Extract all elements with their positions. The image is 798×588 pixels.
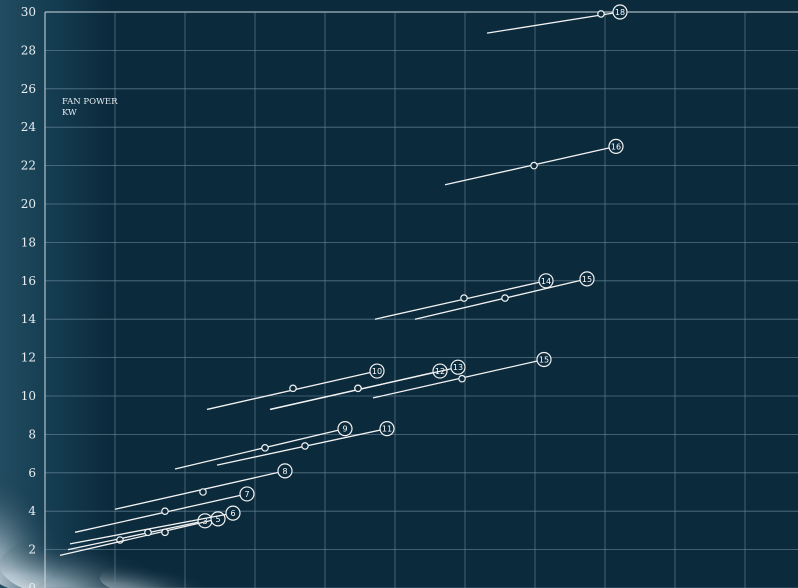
series-marker [597,10,605,18]
series-label: 13 [453,363,463,372]
series-line [67,520,206,551]
y-tick-label: 28 [21,43,36,57]
series-label: 8 [282,467,287,476]
y-tick-label: 10 [21,389,36,403]
series-label: 18 [615,8,625,17]
y-tick-label: 4 [28,504,36,518]
series-marker [161,528,169,537]
series-marker [289,384,297,393]
series-label: 11 [382,425,392,434]
grid [44,11,798,588]
y-tick-label: 16 [21,274,36,288]
y-tick-label: 30 [21,5,36,19]
series-label-circle [536,351,552,368]
series-marker [261,444,269,452]
series-marker [460,294,468,302]
series-line [269,366,459,411]
y-tick-label: 18 [21,235,36,249]
series-marker [458,374,466,383]
y-tick-label: 22 [21,159,36,173]
series-label-circle [379,421,395,437]
series-label-circle [612,4,628,20]
y-axis-label-line-1: FAN POWER [62,97,118,107]
series-label: 14 [541,277,551,286]
y-tick-label: 26 [21,82,36,96]
series-line [74,493,248,533]
series-label: 15 [539,356,549,365]
series-label-circle [608,138,624,154]
y-tick-label: 2 [28,543,36,557]
series-marker [501,294,509,302]
series-label-circle [225,505,241,521]
series-marker [530,161,538,170]
series-label-circle [579,271,595,287]
series-line [174,428,346,470]
y-tick-label: 24 [21,120,37,134]
series-label-circle [337,421,353,437]
series-lines: 356789101112131415151618 [59,4,628,556]
y-tick-label: 8 [28,427,36,441]
y-tick-label: 20 [21,197,36,211]
series-marker [354,384,362,393]
series-label-circle [369,363,385,379]
y-tick-label: 14 [21,312,37,326]
series-marker [199,488,207,496]
series-label-circle [538,273,554,289]
series-marker [161,507,169,516]
series-label-circle [277,463,293,479]
series-line [69,512,234,545]
series-label: 5 [215,515,220,524]
series-label: 16 [611,142,621,151]
series-label-circle [450,359,466,375]
series-label: 7 [244,490,249,499]
y-axis-label-line-2: KW [62,108,77,118]
series-line [59,518,219,556]
y-tick-label: 0 [28,581,36,588]
series-marker [301,442,309,450]
y-tick-label: 12 [21,351,36,365]
series-line [374,280,547,320]
series-label: 10 [372,367,382,376]
series-line [414,278,588,320]
y-axis-label: FAN POWER KW [62,97,120,118]
y-tick-label: 6 [28,466,36,480]
series-label: 9 [342,425,347,434]
series-label: 15 [582,275,592,284]
series-label: 6 [230,509,235,518]
series-label-circle [239,486,255,502]
